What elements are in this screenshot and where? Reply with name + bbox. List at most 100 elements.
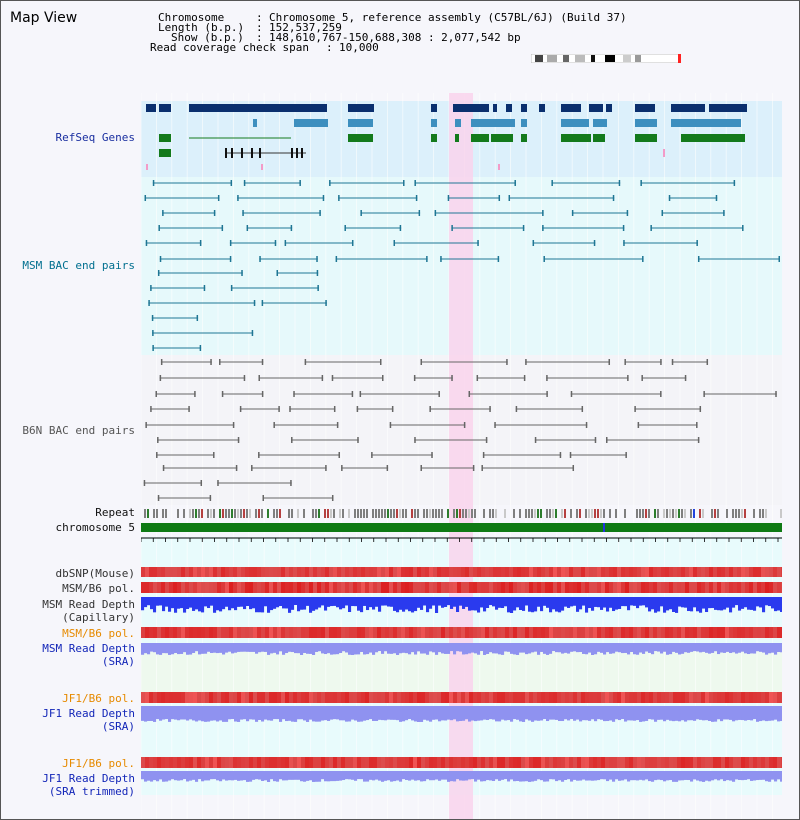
gene-feature	[471, 134, 489, 142]
bac-end	[196, 315, 199, 321]
heat-cell	[345, 757, 350, 768]
heat-cell	[769, 582, 774, 593]
ideogram-icon[interactable]	[531, 54, 681, 63]
repeat-mark	[441, 509, 443, 518]
heat-cell	[201, 567, 206, 577]
heat-cell	[449, 627, 454, 638]
depth-bar	[681, 643, 685, 654]
repeat-mark	[288, 509, 290, 518]
heat-cell	[341, 692, 346, 703]
depth-bar	[348, 597, 352, 613]
bac-end	[525, 359, 527, 365]
depth-bar	[672, 643, 676, 652]
gene-feature	[635, 134, 657, 142]
depth-bar	[162, 597, 166, 612]
bac-end	[319, 210, 321, 216]
bac-end	[391, 406, 394, 412]
bac-end	[622, 225, 625, 231]
genome-tracks-canvas[interactable]	[141, 93, 782, 819]
track-label-msm-b6-pol[interactable]: MSM/B6 pol.	[62, 582, 135, 595]
depth-bar	[651, 706, 655, 720]
heat-cell	[145, 757, 150, 768]
track-label-repeat[interactable]: Repeat	[95, 506, 135, 519]
heat-cell	[209, 627, 214, 638]
repeat-mark	[456, 509, 458, 518]
repeat-mark	[366, 509, 368, 518]
heat-cell	[477, 627, 482, 638]
heat-cell	[481, 757, 486, 768]
depth-bar	[375, 771, 379, 780]
heat-cell	[729, 627, 734, 638]
track-label-msm-depth-sra[interactable]: MSM Read Depth	[42, 642, 135, 655]
depth-bar	[225, 643, 229, 653]
depth-bar	[372, 706, 376, 721]
depth-bar	[312, 771, 316, 782]
gene-feature	[431, 119, 437, 127]
heat-cell	[373, 692, 378, 703]
heat-cell	[173, 757, 178, 768]
track-label-b6n-bac[interactable]: B6N BAC end pairs	[22, 424, 135, 437]
repeat-mark	[492, 509, 494, 518]
heat-cell	[757, 567, 762, 577]
gene-feature	[146, 104, 156, 112]
depth-bar	[378, 597, 382, 612]
depth-bar	[717, 771, 721, 781]
depth-bar	[780, 643, 782, 653]
depth-bar	[552, 597, 556, 610]
heat-cell	[445, 582, 450, 593]
depth-bar	[291, 771, 295, 780]
track-label-chromosome[interactable]: chromosome 5	[55, 521, 135, 534]
heat-cell	[161, 567, 166, 577]
depth-bar	[468, 597, 472, 611]
depth-bar	[279, 643, 283, 652]
heat-cell	[173, 567, 178, 577]
repeat-mark	[726, 509, 728, 518]
depth-bar	[369, 771, 373, 780]
heat-cell	[641, 582, 646, 593]
repeat-mark	[780, 509, 782, 518]
depth-bar	[663, 771, 667, 782]
heat-cell	[281, 567, 286, 577]
depth-bar	[246, 771, 250, 782]
depth-bar	[591, 597, 595, 611]
repeat-mark	[447, 509, 449, 518]
depth-bar	[588, 706, 592, 721]
depth-bar	[573, 771, 577, 780]
track-label-msm-bac[interactable]: MSM BAC end pairs	[22, 259, 135, 272]
bac-end	[382, 375, 384, 381]
heat-cell	[577, 567, 582, 577]
depth-bar	[708, 706, 712, 721]
track-label-dbsnp[interactable]: dbSNP(Mouse)	[55, 567, 135, 580]
heat-cell	[417, 692, 422, 703]
heat-cell	[293, 582, 298, 593]
heat-cell	[185, 567, 190, 577]
heat-cell	[225, 627, 230, 638]
depth-bar	[390, 643, 394, 654]
bac-end	[213, 210, 216, 216]
heat-cell	[713, 692, 718, 703]
bac-end	[451, 375, 453, 381]
heat-cell	[773, 757, 778, 768]
bac-end	[481, 465, 483, 471]
depth-bar	[447, 706, 451, 720]
depth-bar	[456, 643, 460, 652]
depth-bar	[318, 643, 322, 652]
heat-cell	[581, 757, 586, 768]
track-label-jf1-depth-sra[interactable]: JF1 Read Depth	[42, 707, 135, 720]
depth-bar	[540, 771, 544, 781]
depth-bar	[402, 643, 406, 653]
track-label-jf1-b6-pol[interactable]: JF1/B6 pol.	[62, 692, 135, 705]
heat-cell	[637, 567, 642, 577]
depth-bar	[516, 771, 520, 781]
heat-cell	[185, 627, 190, 638]
track-label-jf1-depth-trim[interactable]: JF1 Read Depth	[42, 772, 135, 785]
track-label-msm-b6-pol-sra[interactable]: MSM/B6 pol.	[62, 627, 135, 640]
track-label-msm-depth-cap[interactable]: MSM Read Depth	[42, 598, 135, 611]
track-label-jf1-b6-pol-trim[interactable]: JF1/B6 pol.	[62, 757, 135, 770]
gene-feature	[296, 148, 298, 158]
track-label-refseq[interactable]: RefSeq Genes	[55, 131, 135, 144]
depth-bar	[567, 706, 571, 721]
info-chromosome-value: Chromosome 5, reference assembly (C57BL/…	[269, 11, 627, 24]
depth-bar	[507, 706, 511, 721]
depth-bar	[432, 597, 436, 606]
